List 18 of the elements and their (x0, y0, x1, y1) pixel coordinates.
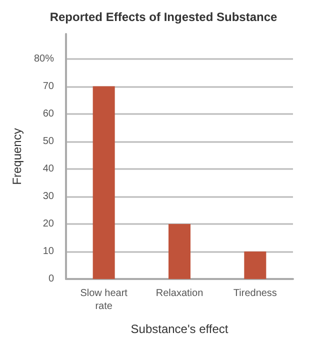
y-tick-label: 0 (48, 274, 54, 284)
x-axis-title: Substance's effect (130, 322, 229, 336)
y-tick-label: 20 (42, 218, 54, 230)
bar (244, 251, 266, 279)
x-tick-label: Tiredness (233, 288, 277, 299)
y-tick-label: 60 (42, 108, 54, 120)
y-tick-label: 80% (34, 53, 54, 64)
y-tick-label: 70 (42, 80, 54, 92)
chart-title: Reported Effects of Ingested Substance (50, 10, 278, 24)
y-tick-label: 40 (42, 163, 54, 174)
y-tick-label: 50 (42, 136, 54, 147)
bar (168, 224, 190, 279)
bar (92, 86, 115, 279)
x-tick-label: Slow heart rate (80, 288, 128, 312)
y-tick-label: 10 (42, 246, 54, 257)
y-tick-label: 30 (42, 190, 54, 202)
y-axis-title: Frequency (10, 128, 24, 185)
x-tick-label: Relaxation (156, 288, 204, 299)
